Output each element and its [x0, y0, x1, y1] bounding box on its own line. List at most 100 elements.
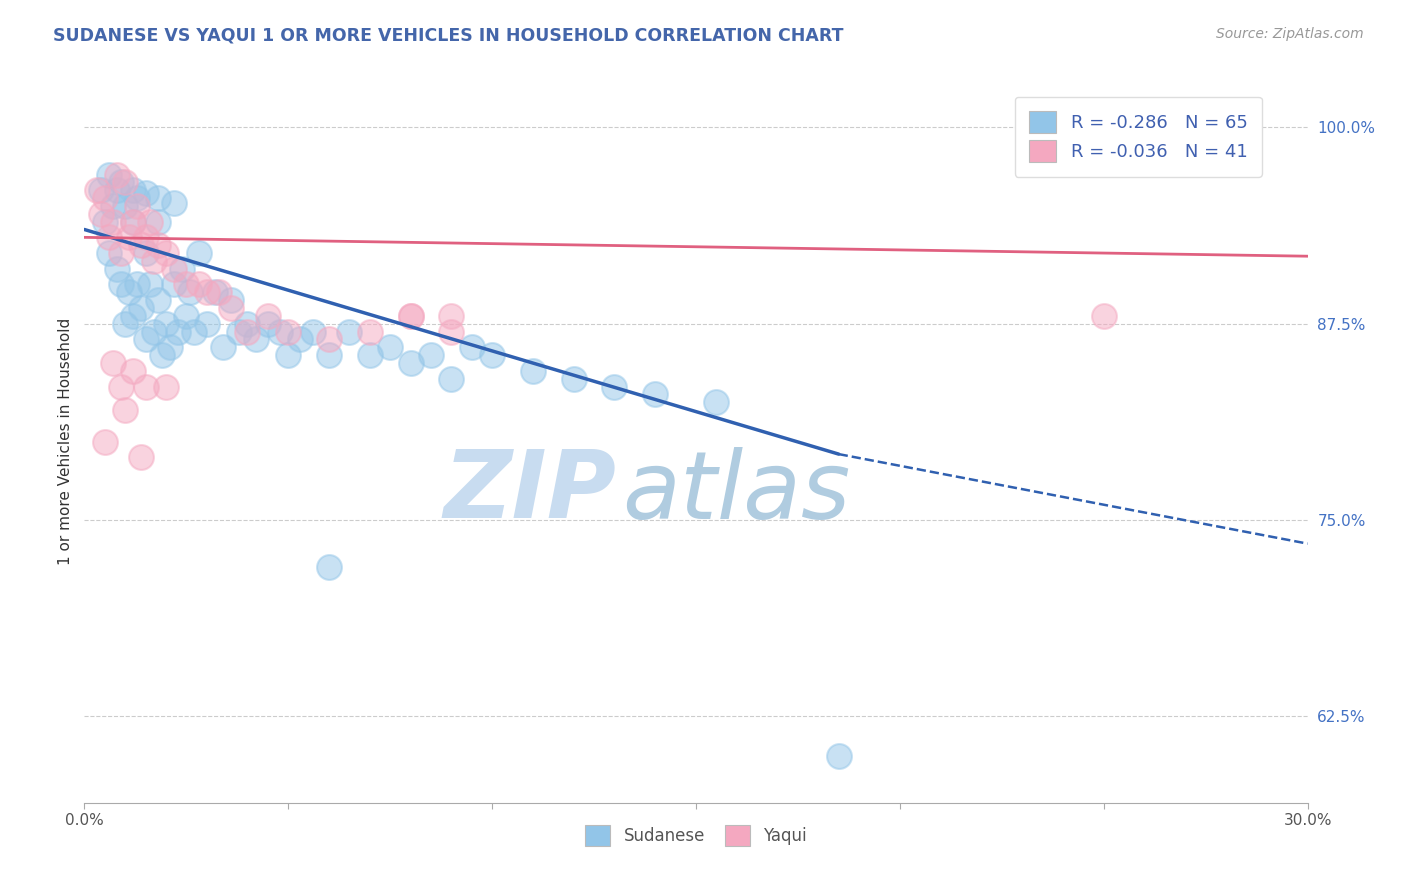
Point: [135, 186, 157, 201]
Point: [118, 285, 141, 300]
Point: [90, 183, 112, 197]
Point: [301, 325, 323, 339]
Point: [114, 317, 136, 331]
Point: [290, 333, 312, 347]
Point: [183, 325, 205, 339]
Point: [461, 340, 484, 354]
Point: [118, 230, 141, 244]
Point: [110, 277, 132, 292]
Point: [212, 340, 235, 354]
Point: [114, 403, 136, 417]
Point: [236, 325, 259, 339]
Point: [146, 238, 169, 252]
Point: [440, 325, 463, 339]
Point: [399, 356, 422, 370]
Point: [155, 246, 177, 260]
Point: [122, 214, 145, 228]
Point: [257, 309, 280, 323]
Point: [318, 333, 340, 347]
Point: [318, 560, 340, 574]
Point: [97, 168, 120, 182]
Point: [127, 277, 149, 292]
Point: [1092, 309, 1115, 323]
Point: [269, 325, 291, 339]
Text: ZIP: ZIP: [443, 446, 616, 538]
Point: [277, 325, 299, 339]
Point: [562, 372, 585, 386]
Point: [101, 356, 124, 370]
Point: [440, 372, 463, 386]
Point: [195, 285, 218, 300]
Point: [97, 230, 120, 244]
Point: [228, 325, 250, 339]
Point: [135, 246, 157, 260]
Point: [172, 261, 194, 276]
Point: [122, 214, 145, 228]
Point: [93, 434, 115, 449]
Point: [127, 199, 149, 213]
Point: [522, 364, 544, 378]
Y-axis label: 1 or more Vehicles in Household: 1 or more Vehicles in Household: [58, 318, 73, 566]
Point: [110, 379, 132, 393]
Point: [603, 379, 626, 393]
Point: [204, 285, 226, 300]
Point: [131, 450, 153, 465]
Point: [440, 309, 463, 323]
Point: [105, 183, 128, 197]
Point: [86, 183, 108, 197]
Point: [219, 293, 242, 308]
Point: [339, 325, 361, 339]
Point: [114, 175, 136, 189]
Point: [146, 191, 169, 205]
Point: [420, 348, 443, 362]
Point: [706, 395, 728, 409]
Point: [481, 348, 503, 362]
Point: [219, 301, 242, 315]
Point: [122, 364, 145, 378]
Point: [114, 199, 136, 213]
Point: [110, 246, 132, 260]
Point: [138, 214, 160, 228]
Point: [105, 261, 128, 276]
Point: [110, 175, 132, 189]
Point: [277, 348, 299, 362]
Point: [150, 348, 173, 362]
Point: [163, 277, 186, 292]
Point: [257, 317, 280, 331]
Point: [131, 301, 153, 315]
Point: [195, 317, 218, 331]
Point: [146, 214, 169, 228]
Text: atlas: atlas: [623, 447, 851, 538]
Point: [208, 285, 231, 300]
Point: [187, 277, 209, 292]
Point: [155, 317, 177, 331]
Point: [93, 191, 115, 205]
Point: [101, 214, 124, 228]
Point: [318, 348, 340, 362]
Point: [359, 325, 381, 339]
Point: [644, 387, 666, 401]
Point: [101, 199, 124, 213]
Legend: Sudanese, Yaqui: Sudanese, Yaqui: [578, 819, 814, 852]
Point: [236, 317, 259, 331]
Point: [167, 325, 190, 339]
Point: [399, 309, 422, 323]
Point: [142, 253, 165, 268]
Point: [122, 309, 145, 323]
Point: [146, 293, 169, 308]
Point: [159, 340, 181, 354]
Point: [97, 246, 120, 260]
Point: [828, 748, 851, 763]
Text: SUDANESE VS YAQUI 1 OR MORE VEHICLES IN HOUSEHOLD CORRELATION CHART: SUDANESE VS YAQUI 1 OR MORE VEHICLES IN …: [53, 27, 844, 45]
Point: [135, 379, 157, 393]
Point: [142, 325, 165, 339]
Point: [155, 379, 177, 393]
Point: [179, 285, 201, 300]
Point: [359, 348, 381, 362]
Point: [135, 333, 157, 347]
Point: [163, 261, 186, 276]
Point: [105, 168, 128, 182]
Point: [135, 230, 157, 244]
Point: [131, 238, 153, 252]
Point: [399, 309, 422, 323]
